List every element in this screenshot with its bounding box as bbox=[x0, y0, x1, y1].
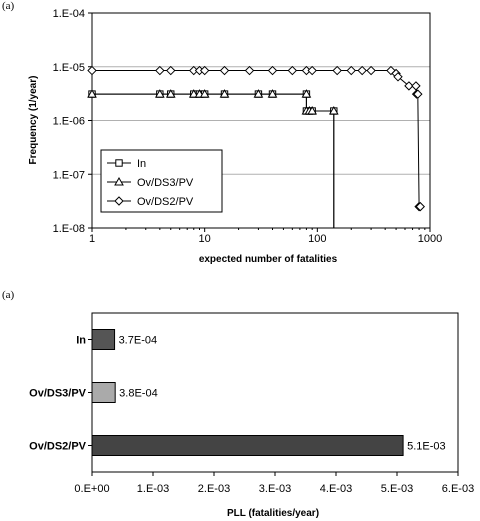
bottom-bars: 3.7E-04 3.8E-04 5.1E-03 bbox=[91, 329, 446, 456]
data-point-ov-ds3-pv bbox=[267, 89, 278, 98]
top-panel-label: (a) bbox=[2, 0, 15, 12]
category-label-ov-ds3-pv: Ov/DS3/PV bbox=[29, 388, 87, 400]
data-point-ov-ds3-pv bbox=[301, 89, 312, 98]
bottom-panel-label: (a) bbox=[2, 289, 15, 301]
legend-marker-ov-ds2-pv bbox=[114, 196, 124, 206]
data-point-ov-ds2-pv bbox=[332, 65, 342, 76]
data-point-ov-ds2-pv bbox=[404, 81, 414, 91]
bottom-x-tick-label: 3.E-03 bbox=[259, 483, 291, 495]
data-point-ov-ds2-pv bbox=[346, 65, 356, 76]
data-point-ov-ds3-pv bbox=[219, 89, 230, 98]
data-point-ov-ds2-pv bbox=[244, 65, 255, 76]
bottom-x-tick-label: 5.E-03 bbox=[381, 483, 413, 495]
series-ov-ds3-pv bbox=[87, 89, 339, 228]
data-point-ov-ds2-pv bbox=[219, 65, 230, 76]
top-y-tick-label: 1.E-08 bbox=[53, 223, 85, 235]
bottom-x-axis-title: PLL (fatalities/year) bbox=[227, 508, 319, 519]
bar-value-label-ov-ds3-pv: 3.8E-04 bbox=[119, 388, 158, 400]
top-y-axis-title: Frequency (1/year) bbox=[28, 76, 39, 165]
bar-in bbox=[91, 329, 116, 350]
bottom-x-tick-label: 2.E-03 bbox=[198, 483, 230, 495]
bottom-categories: In Ov/DS3/PV Ov/DS2/PV bbox=[29, 335, 92, 453]
top-y-tick-label: 1.E-04 bbox=[53, 8, 85, 20]
data-point-ov-ds2-pv bbox=[199, 65, 210, 76]
legend-label-in: In bbox=[137, 158, 146, 170]
top-y-tick-label: 1.E-06 bbox=[53, 116, 85, 128]
top-x-axis-title: expected number of fatalities bbox=[199, 254, 338, 265]
data-point-ov-ds3-pv bbox=[199, 89, 210, 98]
data-point-ov-ds2-pv bbox=[87, 65, 97, 76]
legend-marker-in bbox=[115, 159, 123, 167]
category-label-ov-ds2-pv: Ov/DS2/PV bbox=[29, 441, 87, 453]
top-legend: In Ov/DS3/PV Ov/DS2/PV bbox=[107, 158, 194, 208]
data-point-ov-ds3-pv bbox=[328, 106, 339, 115]
bar-value-label-in: 3.7E-04 bbox=[119, 335, 158, 347]
bottom-x-tick-label: 4.E-03 bbox=[320, 483, 352, 495]
bottom-x-tick-label: 0.E+00 bbox=[74, 483, 109, 495]
top-x-tick-label: 1 bbox=[89, 233, 95, 245]
data-point-ov-ds3-pv bbox=[87, 89, 97, 98]
bar-ov-ds2-pv bbox=[91, 435, 404, 456]
top-x-tick-label: 10 bbox=[199, 233, 211, 245]
top-x-tick-label: 1000 bbox=[418, 233, 442, 245]
data-point-ov-ds3-pv bbox=[253, 89, 264, 98]
data-point-ov-ds2-pv bbox=[357, 65, 367, 76]
category-label-in: In bbox=[76, 335, 86, 347]
data-point-ov-ds2-pv bbox=[413, 89, 423, 99]
data-point-ov-ds2-pv bbox=[366, 65, 376, 76]
data-point-ov-ds2-pv bbox=[155, 65, 165, 76]
top-x-ticks: 1 10 100 1000 bbox=[89, 228, 442, 245]
data-point-ov-ds2-pv bbox=[166, 65, 176, 76]
bottom-x-ticks: 0.E+00 1.E-03 2.E-03 3.E-03 4.E-03 5.E-03 6.E-… bbox=[74, 472, 474, 495]
bar-value-label-ov-ds2-pv: 5.1E-03 bbox=[407, 441, 446, 453]
top-x-tick-label: 100 bbox=[308, 233, 326, 245]
top-y-tick-label: 1.E-07 bbox=[53, 169, 85, 181]
top-y-ticks: 1.E-08 1.E-07 1.E-06 1.E-05 1.E-04 bbox=[53, 8, 92, 235]
legend-marker-ov-ds3-pv bbox=[114, 176, 124, 186]
top-series-group bbox=[87, 65, 425, 228]
data-point-ov-ds3-pv bbox=[165, 89, 176, 98]
bottom-x-tick-label: 1.E-03 bbox=[137, 483, 169, 495]
data-point-ov-ds2-pv bbox=[415, 201, 425, 212]
data-point-ov-ds3-pv bbox=[188, 89, 199, 98]
legend-label-ov-ds3-pv: Ov/DS3/PV bbox=[137, 177, 194, 189]
data-point-ov-ds2-pv bbox=[411, 81, 421, 91]
top-y-tick-label: 1.E-05 bbox=[53, 62, 85, 74]
data-point-ov-ds2-pv bbox=[267, 65, 278, 76]
bottom-x-tick-label: 6.E-03 bbox=[442, 483, 474, 495]
data-point-ov-ds2-pv bbox=[287, 65, 298, 76]
bar-ov-ds3-pv bbox=[91, 382, 116, 403]
data-point-ov-ds2-pv bbox=[393, 72, 403, 82]
data-point-ov-ds3-pv bbox=[154, 89, 165, 98]
data-point-ov-ds3-pv bbox=[307, 106, 318, 115]
data-point-ov-ds2-pv bbox=[307, 65, 317, 76]
series-ov-ds2-pv bbox=[87, 65, 425, 212]
legend-label-ov-ds2-pv: Ov/DS2/PV bbox=[137, 196, 194, 208]
